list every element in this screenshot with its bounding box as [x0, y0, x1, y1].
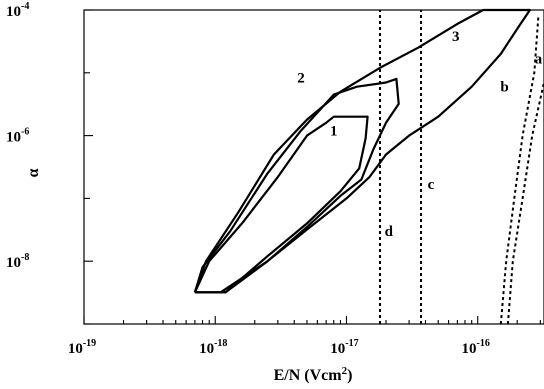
series-curve-b	[499, 16, 540, 325]
series-curve-3	[193, 8, 531, 294]
x-axis-label: E/N (Vcm2)	[274, 365, 353, 384]
curve-label-1: 1	[330, 124, 338, 140]
axis-ticks	[83, 9, 541, 325]
plot-frame	[83, 9, 544, 325]
x-tick-label: 10-19	[68, 338, 96, 357]
curve-label-2: 2	[297, 71, 305, 87]
x-tick-label: 10-16	[462, 338, 490, 357]
curve-label-d: d	[385, 224, 394, 240]
curve-label-b: b	[500, 80, 508, 96]
curve-label-c: c	[428, 177, 435, 193]
x-tick-label: 10-18	[199, 338, 227, 357]
series-curve-a	[506, 82, 544, 325]
series-curve-2	[193, 77, 400, 294]
tick-labels: 10-19 10-18 10-17 10-16 10-4 10-6 10-8	[6, 1, 490, 357]
series-curve-1	[193, 115, 369, 294]
y-tick-label: 10-8	[6, 252, 29, 271]
x-tick-label: 10-17	[330, 338, 358, 357]
y-tick-label: 10-6	[6, 127, 29, 146]
y-tick-label: 10-4	[6, 1, 29, 20]
curve-labels: 1 2 3 a b c d	[297, 29, 542, 240]
chart-series	[193, 8, 544, 325]
curve-label-a: a	[535, 52, 543, 68]
curve-label-3: 3	[452, 29, 460, 45]
y-axis-label: α	[25, 168, 42, 177]
